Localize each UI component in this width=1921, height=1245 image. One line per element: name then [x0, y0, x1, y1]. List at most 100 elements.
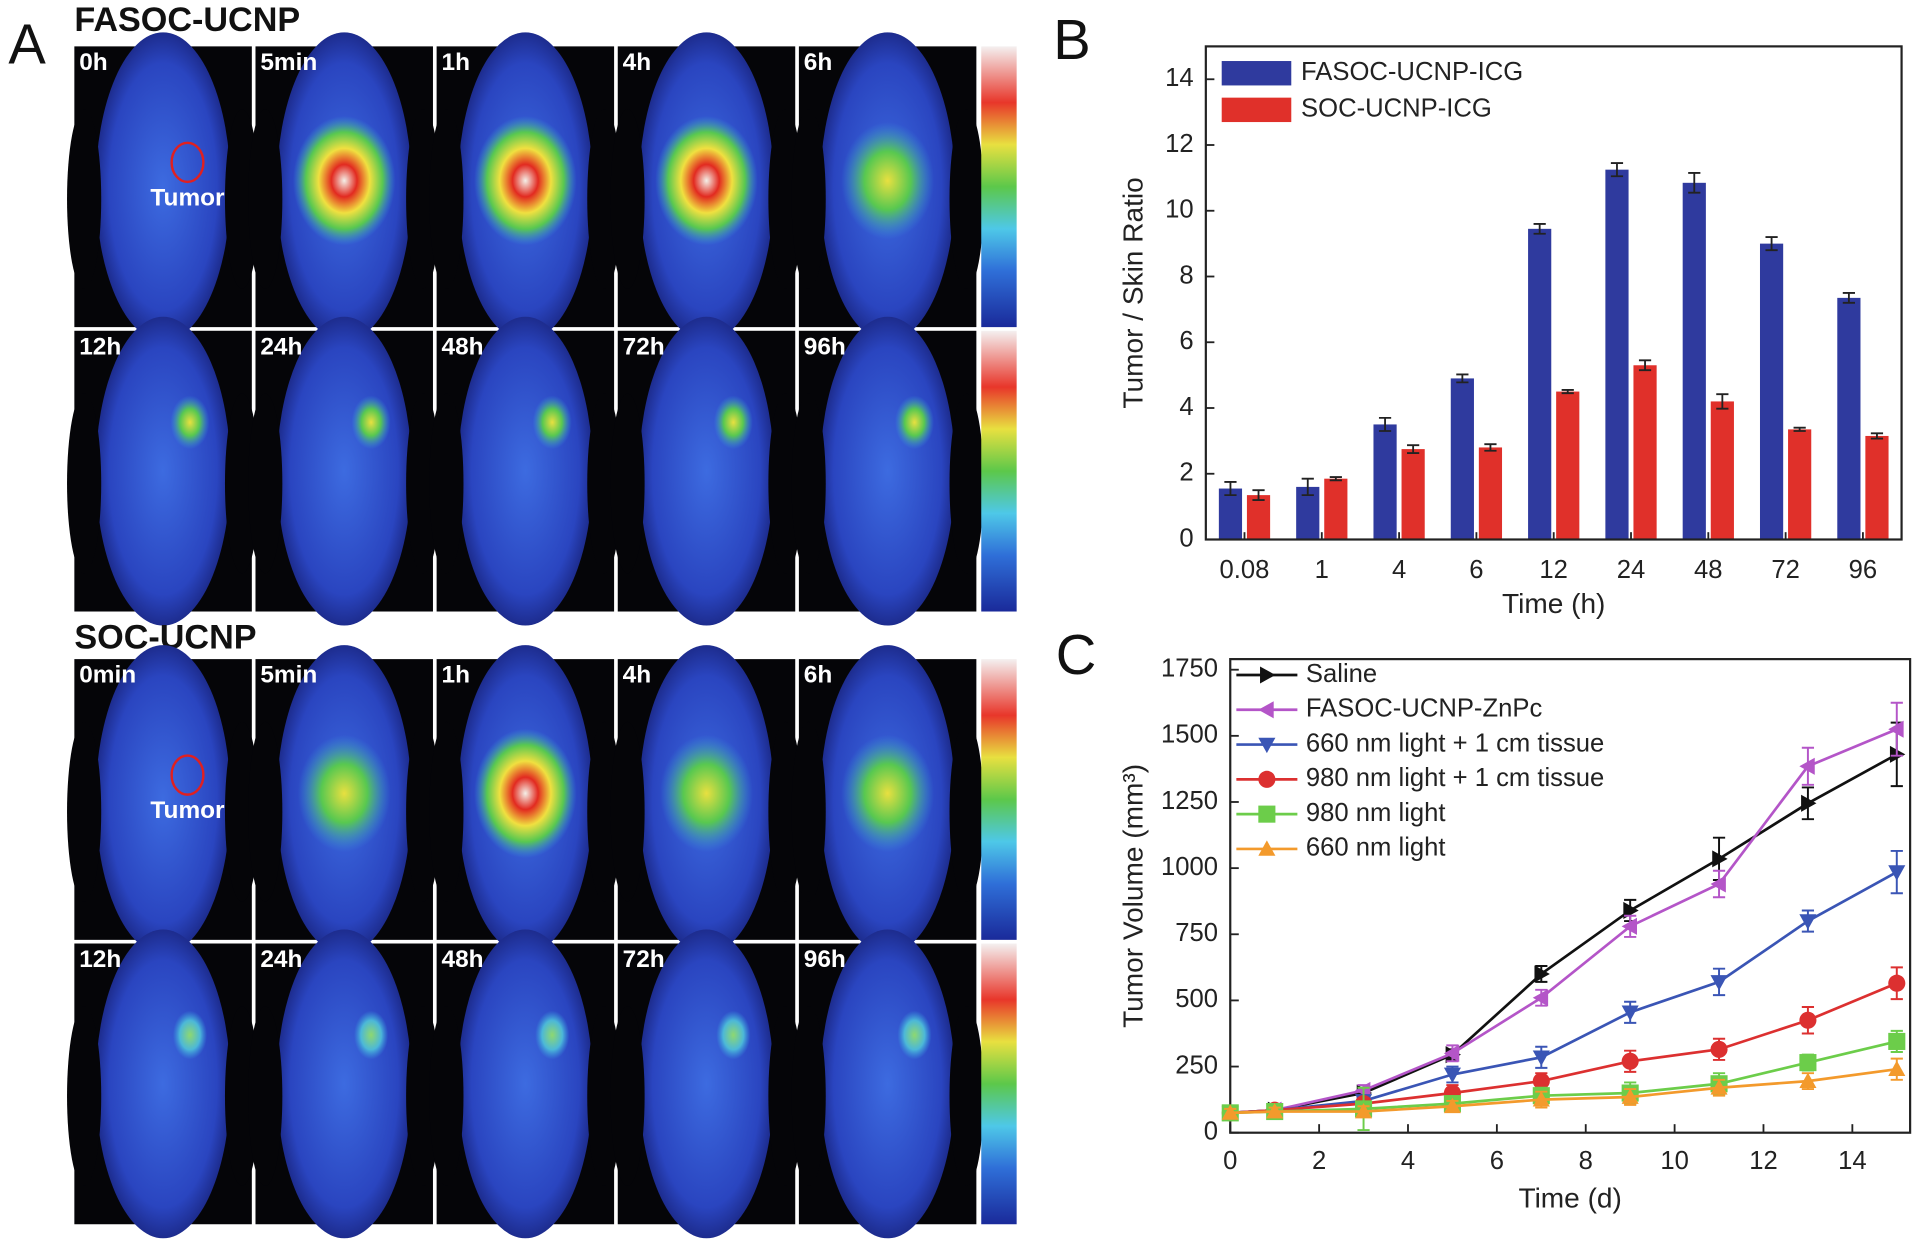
mouse-gap	[949, 721, 984, 902]
marker	[1710, 1079, 1728, 1095]
line-chart: C 0 250 500 750 1000 1250 1500 1750 0 2 4 6 8 10 12 14 Sa…	[1056, 623, 1912, 1213]
marker	[1710, 975, 1728, 991]
mouse-body	[457, 316, 593, 626]
marker	[1888, 974, 1906, 992]
mouse-body	[457, 929, 593, 1239]
mouse-body	[820, 316, 956, 626]
marker	[1712, 850, 1728, 868]
time-label: 72h	[623, 333, 665, 360]
time-label: 6h	[804, 662, 832, 689]
mouse-gap	[610, 109, 645, 289]
signal	[894, 395, 935, 450]
error-bar	[1407, 444, 1420, 454]
marker	[1443, 1044, 1460, 1062]
y-tick-label: 4	[1179, 393, 1193, 421]
y-tick-label: 0	[1204, 1117, 1218, 1145]
bar	[1246, 495, 1271, 540]
legend-label: 660 nm light	[1306, 834, 1446, 862]
marker	[1443, 1067, 1461, 1084]
legend-label: FASOC-UCNP-ZnPc	[1306, 695, 1543, 723]
mouse-gap	[248, 721, 283, 902]
bar	[1865, 435, 1889, 540]
marker	[1799, 914, 1817, 930]
bar	[1218, 488, 1243, 540]
plot-frame	[1204, 45, 1903, 541]
marker	[1710, 1040, 1728, 1058]
x-tick-label: 8	[1579, 1147, 1593, 1175]
mouse-gap	[248, 1006, 283, 1186]
marker	[1258, 770, 1276, 788]
legend-swatch	[1221, 61, 1292, 86]
mouse-gap	[791, 109, 826, 289]
error-bar	[1610, 162, 1624, 178]
time-label: 12h	[79, 946, 121, 973]
mouse-body	[639, 316, 774, 626]
x-tick-label: 72	[1771, 556, 1800, 584]
marker	[1710, 875, 1726, 893]
legend-label: SOC-UCNP-ICG	[1301, 95, 1492, 123]
legend-label: Saline	[1306, 660, 1377, 688]
x-tick-label: 12	[1539, 556, 1568, 584]
signal	[660, 734, 753, 852]
mouse-body	[95, 929, 231, 1239]
error-bar	[1716, 393, 1729, 410]
panel-letter: A	[8, 13, 46, 76]
y-tick-label: 500	[1175, 985, 1218, 1013]
mouse-body	[95, 32, 231, 342]
marker	[1260, 666, 1276, 684]
plot-frame	[1229, 658, 1912, 1134]
colorbar	[981, 659, 1017, 940]
legend-label: 980 nm light	[1306, 799, 1446, 827]
x-tick-label: 24	[1617, 556, 1646, 584]
marker	[1258, 737, 1276, 754]
signal	[655, 115, 758, 246]
series-line	[1230, 981, 1898, 1115]
y-tick-label: 6	[1179, 327, 1193, 355]
group-title: FASOC-UCNP	[74, 1, 300, 39]
tumor-ring	[170, 141, 205, 184]
x-tick-label: 2	[1312, 1147, 1326, 1175]
bar	[1682, 182, 1706, 540]
marker	[1621, 1005, 1639, 1021]
marker	[1532, 1050, 1550, 1066]
y-tick-label: 2	[1179, 459, 1193, 487]
x-tick-label: 4	[1401, 1147, 1415, 1175]
mouse-gap	[791, 393, 826, 574]
signal	[532, 395, 572, 450]
mouse-gap	[610, 1006, 645, 1186]
signal	[172, 1010, 208, 1060]
time-label: 4h	[623, 49, 651, 76]
marker	[1258, 840, 1276, 856]
time-label: 6h	[804, 49, 832, 76]
signal	[474, 115, 577, 246]
signal	[170, 395, 210, 450]
y-tick-label: 1750	[1161, 654, 1218, 682]
error-bar	[1329, 476, 1342, 482]
error-bar	[1252, 489, 1265, 501]
marker	[1623, 901, 1639, 920]
time-label: 24h	[260, 333, 302, 360]
signal	[716, 1010, 751, 1060]
x-axis-label: Time (d)	[1518, 1182, 1621, 1213]
bar	[1373, 424, 1397, 540]
signal	[474, 728, 577, 859]
image-panel: A FASOC-UCNP Tumor 0h 5min 1h 4h 6h 12h 24h 48h 72…	[8, 1, 1017, 1239]
marker	[1888, 720, 1904, 738]
x-axis-label: Time (h)	[1502, 588, 1605, 619]
mouse-body	[276, 929, 412, 1239]
mouse-body	[276, 316, 412, 626]
marker	[1799, 1054, 1817, 1072]
error-bar	[1378, 416, 1392, 432]
marker	[1221, 1104, 1239, 1120]
time-label: 24h	[260, 946, 302, 973]
mouse-gap	[949, 109, 984, 289]
time-label: 48h	[442, 946, 484, 973]
x-tick-label: 4	[1392, 556, 1406, 584]
error-bar	[1224, 481, 1237, 497]
y-axis-label: Tumor Volume (mm³)	[1117, 764, 1148, 1028]
time-label: 48h	[442, 333, 484, 360]
time-label: 0min	[79, 662, 136, 689]
x-tick-label: 6	[1469, 556, 1483, 584]
